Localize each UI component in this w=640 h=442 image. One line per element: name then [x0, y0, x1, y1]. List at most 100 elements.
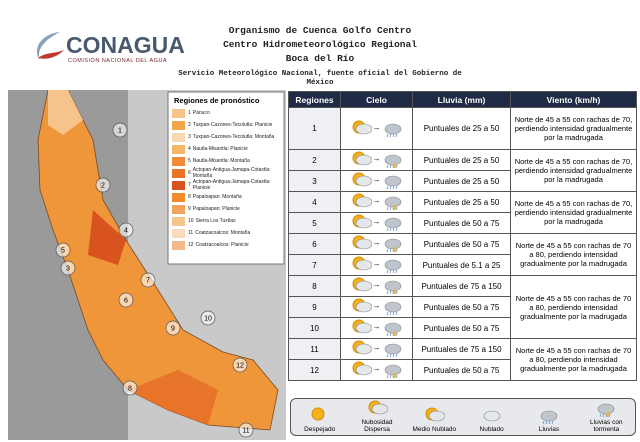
- weather-icon: [352, 340, 372, 355]
- table-row: 6 → Puntuales de 50 a 75 Norte de 45 a 55 c…: [288, 233, 637, 276]
- region-cell: 8: [288, 275, 341, 297]
- icon-part: [391, 287, 397, 295]
- table-row: 8 → Puntuales de 75 a 150 Norte de 45 a 55 …: [288, 275, 637, 339]
- legend-swatch: [172, 132, 185, 142]
- title-line: Organismo de Cuenca Golfo Centro: [228, 25, 412, 36]
- icon-part: [355, 154, 372, 166]
- table-row: 12 → Puntuales de 50 a 75: [288, 359, 637, 381]
- rain-cell: Puntuales de 25 a 50: [412, 191, 511, 213]
- weather-icon: [352, 298, 372, 313]
- icon-part: [384, 343, 401, 355]
- legend-number: 2: [188, 122, 191, 128]
- region-cell: 5: [288, 212, 341, 234]
- legend-swatch: [172, 156, 185, 166]
- sky-legend-item: Medio Nublado: [409, 406, 459, 433]
- weather-icon: [384, 259, 401, 274]
- table-row: 1 → Puntuales de 25 a 50 Norte de 45 a 55 c…: [288, 107, 637, 150]
- weather-icon: [425, 407, 446, 422]
- legend-number: 8: [188, 194, 191, 200]
- icon-part: [386, 206, 388, 211]
- icon-part: [548, 420, 551, 425]
- sky-cell: →: [340, 254, 413, 276]
- icon-part: [389, 311, 391, 316]
- wind-cell: Norte de 45 a 55 con rachas de 70 a 80, …: [510, 275, 637, 339]
- arrow: →: [372, 196, 381, 205]
- sky-legend-item: Nublado: [467, 406, 517, 433]
- table-row: 11 → Puntuales de 75 a 150 Norte de 45 a 55…: [288, 338, 637, 381]
- legend-swatch: [172, 120, 185, 130]
- icon-part: [389, 248, 391, 253]
- rain-cell: Puntuales de 25 a 50: [412, 149, 511, 171]
- sky-legend-item: Despejado: [295, 406, 345, 433]
- icon-part: [597, 403, 615, 415]
- icon-part: [605, 410, 611, 418]
- legend-item: 12 Coatzacoalcos: Planicie: [172, 239, 284, 251]
- legend-swatch: [172, 180, 185, 190]
- icon-part: [384, 364, 401, 376]
- weather-icon: [352, 277, 372, 292]
- icon-part: [392, 133, 394, 137]
- legend-item: 1 Pánuco: [172, 107, 284, 119]
- service: Servicio Meteorológico Nacional, fuente …: [178, 70, 462, 87]
- region-cell: 10: [288, 317, 341, 339]
- wind-cell: Norte de 45 a 55 con rachas de 70 a 80, …: [510, 338, 637, 381]
- icon-part: [389, 164, 391, 169]
- sky-cell: →: [340, 296, 413, 318]
- icon-part: [395, 269, 397, 274]
- legend-name: Tuxpan-Cazones-Tecolutla: Planicie: [192, 122, 273, 128]
- sky-cell: →: [340, 275, 413, 297]
- icon-part: [391, 203, 397, 211]
- sky-legend-label: Medio Nublado: [412, 426, 457, 433]
- region-marker-label: 4: [124, 228, 128, 235]
- region-marker: [122, 380, 138, 396]
- region-area: [88, 210, 126, 265]
- legend: 1 Pánuco 2 Tuxpan-Cazones-Tecolutla: Planic…: [172, 107, 284, 251]
- legend-name: Papaloapan: Montaña: [192, 194, 242, 200]
- legend-name: Sierra Los Tuxtlas: [195, 218, 236, 224]
- region-cell: 4: [288, 191, 341, 213]
- legend-item: 8 Papaloapan: Montaña: [172, 191, 284, 203]
- legend-number: 4: [188, 146, 191, 152]
- weather-icon: [352, 235, 372, 250]
- icon-part: [386, 374, 388, 379]
- legend-box: [167, 91, 285, 265]
- icon-part: [389, 185, 391, 190]
- legend-swatch: [172, 228, 185, 238]
- region-marker-label: 11: [242, 428, 249, 435]
- icon-part: [355, 259, 372, 271]
- icon-part: [386, 227, 388, 232]
- arrow: →: [372, 238, 381, 247]
- icon-part: [545, 420, 548, 425]
- icon-part: [542, 420, 545, 425]
- legend-name: Papaloapan: Planicie: [192, 206, 240, 212]
- icon-part: [389, 290, 391, 295]
- icon-part: [384, 322, 401, 334]
- region-marker: [112, 122, 128, 138]
- arrow: →: [372, 343, 381, 352]
- region-area: [48, 90, 83, 135]
- legend-number: 5: [188, 158, 191, 164]
- icon-part: [355, 364, 372, 376]
- weather-icon: [352, 172, 372, 187]
- icon-part: [355, 238, 372, 250]
- sky-cell: →: [340, 107, 413, 150]
- icon-part: [395, 353, 397, 358]
- rain-cell: Puntuales de 50 a 75: [412, 317, 511, 339]
- region-marker-label: 10: [204, 316, 212, 323]
- sky-legend-item: Lluvias: [524, 406, 574, 433]
- table-row: 5 → Puntuales de 50 a 75: [288, 212, 637, 234]
- wind-cell: Norte de 45 a 55 con rachas de 70, perdi…: [510, 191, 637, 234]
- region-area: [128, 370, 218, 425]
- icon-part: [429, 410, 446, 422]
- rain-cell: Puntuales de 50 a 75: [412, 212, 511, 234]
- region-marker: [232, 357, 248, 373]
- logo-mark: [36, 32, 64, 60]
- arrow: →: [372, 364, 381, 373]
- icon-part: [389, 206, 391, 211]
- legend-name: Nautla-Misantla: Montaña: [192, 158, 250, 164]
- weather-icon: [384, 364, 401, 379]
- icon-part: [311, 407, 325, 421]
- legend-item: 6 Actopan-Antigua-Jamapa-Cotaxtla: Montañ…: [172, 167, 284, 179]
- sky-legend-item: Nubosidad Dispersa: [352, 399, 402, 433]
- icon-part: [355, 175, 372, 187]
